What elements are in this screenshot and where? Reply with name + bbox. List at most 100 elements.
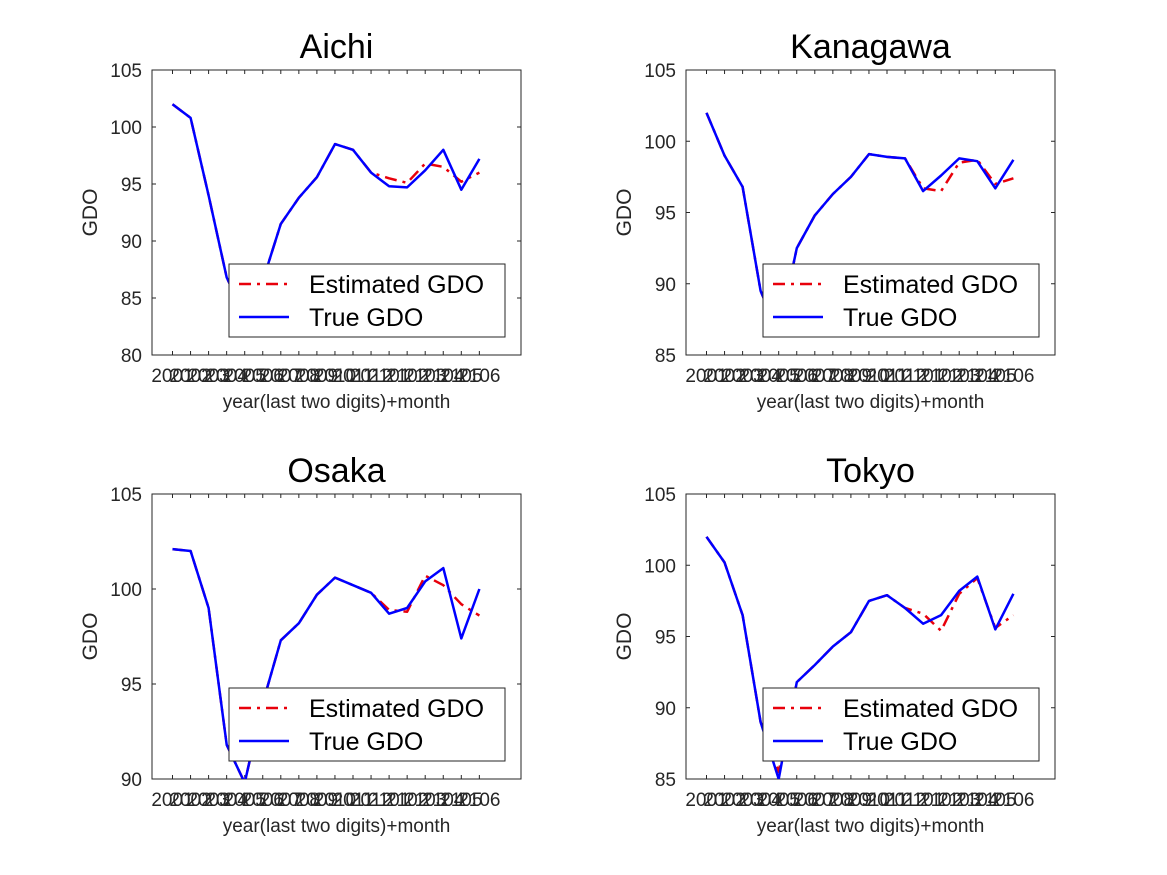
x-tick-label: 2006 [242,366,284,387]
legend-box [762,687,1040,762]
chart-osaka: 9095100105200120022003200420052006200720… [79,452,522,837]
x-axis-label: year(last two digits)+month [757,392,985,413]
x-tick-label: 2012 [884,790,926,811]
x-tick-label: 2106 [458,366,500,387]
x-tick-label: 2010 [314,790,356,811]
x-tick-label: 2102 [386,366,428,387]
y-tick-label: 80 [121,346,142,367]
y-tick-label: 90 [121,770,142,791]
legend-box [228,687,506,762]
legend-label-true: True GDO [843,728,957,756]
y-tick-label: 100 [644,132,676,153]
x-tick-label: 2101 [902,366,944,387]
x-tick-label: 2003 [721,366,763,387]
x-tick-label: 2012 [884,366,926,387]
x-tick-label: 2004 [740,366,783,387]
chart-kanagawa: 85 90 95 100 105 2001200220032004200520062007… [613,28,1056,413]
x-tick-label: 2009 [830,790,872,811]
x-tick-label: 2009 [296,366,338,387]
y-tick-label: 100 [110,580,142,601]
x-tick-label: 2002 [703,790,745,811]
y-tick-label: 105 [644,61,676,82]
x-tick-label: 2105 [974,790,1016,811]
y-tick-label: 105 [644,485,676,506]
y-axis-label: GDO [613,613,636,661]
legend-box [228,263,506,338]
y-tick-label: 95 [655,628,676,649]
x-tick-label: 2102 [920,790,962,811]
x-tick-label: 2104 [422,790,465,811]
x-tick-label: 2007 [260,366,302,387]
legend-label-true: True GDO [843,304,957,332]
x-tick-label: 2005 [758,790,800,811]
x-tick-label: 2001 [151,790,193,811]
legend-label-true: True GDO [309,304,423,332]
x-tick-label: 2007 [794,790,836,811]
series-line-true [171,103,481,317]
x-tick-label: 2004 [206,790,249,811]
x-tick-label: 2106 [992,366,1034,387]
chart-title: Tokyo [826,452,915,490]
series-line-true [705,536,1015,779]
x-tick-label: 2006 [776,790,818,811]
x-tick-label: 2012 [350,366,392,387]
y-tick-label: 100 [644,556,676,577]
legend-label-estimated: Estimated GDO [309,271,484,299]
y-axis-label: GDO [79,189,102,237]
x-tick-label: 2002 [169,366,211,387]
x-tick-label: 2011 [333,790,374,811]
x-tick-label: 2008 [278,366,320,387]
x-tick-label: 2007 [260,790,302,811]
x-axis-label: year(last two digits)+month [223,392,451,413]
x-tick-label: 2105 [440,366,482,387]
x-tick-label: 2006 [242,790,284,811]
x-tick-label: 2101 [368,790,410,811]
y-tick-label: 90 [121,232,142,253]
x-tick-label: 2007 [794,366,836,387]
x-tick-label: 2101 [368,366,410,387]
x-tick-label: 2005 [758,366,800,387]
y-tick-label: 95 [655,204,676,225]
chart-title: Osaka [287,452,385,490]
x-tick-label: 2106 [992,790,1034,811]
chart-tokyo: 85 90 95 100 105 2001200220032004200520062007… [613,452,1056,837]
x-tick-label: 2010 [848,790,890,811]
x-tick-label: 2003 [721,790,763,811]
legend-label-true: True GDO [309,728,423,756]
chart-title: Aichi [300,28,374,66]
x-tick-label: 2009 [296,790,338,811]
x-tick-label: 2003 [187,790,229,811]
y-tick-label: 105 [110,61,142,82]
x-tick-label: 2003 [187,366,229,387]
x-tick-label: 2001 [151,366,193,387]
chart-aichi: 8085909510010520012002200320042005200620… [79,28,522,413]
x-tick-label: 2001 [685,790,727,811]
x-tick-label: 2104 [956,366,999,387]
x-tick-label: 2010 [314,366,356,387]
x-axis-label: year(last two digits)+month [223,816,451,837]
x-tick-label: 2104 [956,790,999,811]
x-tick-label: 2103 [938,790,980,811]
x-tick-label: 2002 [169,790,211,811]
legend-label-estimated: Estimated GDO [843,695,1018,723]
x-tick-label: 2102 [386,790,428,811]
chart-title: Kanagawa [790,28,951,66]
x-tick-label: 2005 [224,366,266,387]
series-line-true [172,547,481,779]
y-tick-label: 85 [655,346,676,367]
y-tick-label: 85 [121,289,142,310]
x-tick-label: 2009 [830,366,872,387]
x-tick-label: 2011 [867,790,908,811]
x-tick-label: 2101 [902,790,944,811]
x-tick-label: 2103 [938,366,980,387]
y-tick-label: 105 [110,485,142,506]
y-tick-label: 100 [110,118,142,139]
x-tick-label: 2002 [703,366,745,387]
x-tick-label: 2006 [776,366,818,387]
x-tick-label: 2004 [740,790,783,811]
series-line-true [705,112,1015,335]
x-tick-label: 2010 [848,366,890,387]
y-tick-label: 85 [655,770,676,791]
legend-label-estimated: Estimated GDO [843,271,1018,299]
